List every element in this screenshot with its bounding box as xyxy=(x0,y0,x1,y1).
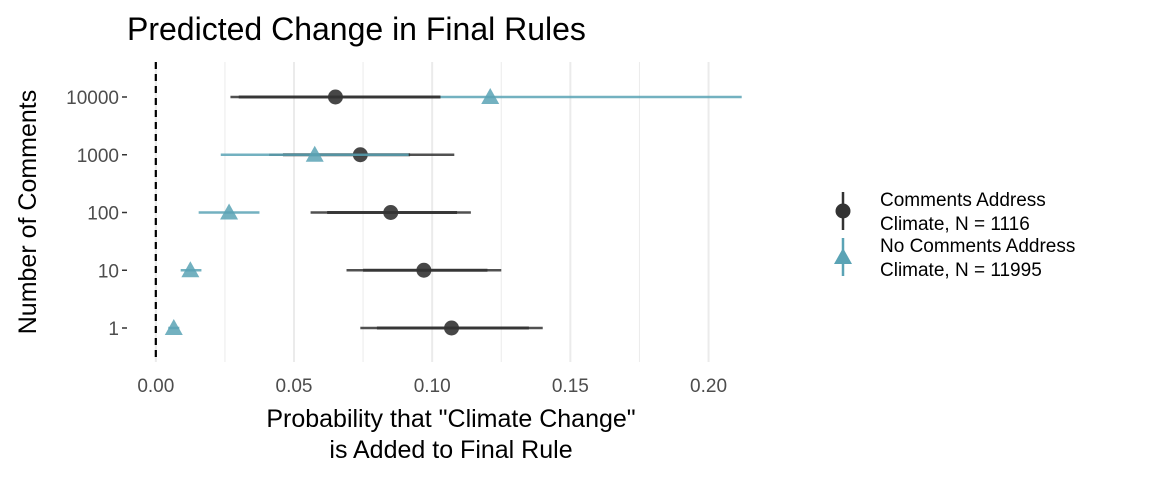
x-tick-label: 0.10 xyxy=(414,376,451,397)
legend-item: Comments Address Climate, N = 1116 xyxy=(835,190,1046,235)
legend-label: Climate, N = 1116 xyxy=(880,214,1030,235)
x-tick-labels: 0.00 0.05 0.10 0.15 0.20 xyxy=(137,376,727,397)
estimate-point xyxy=(220,203,239,220)
estimate-point xyxy=(327,89,343,105)
legend-label: Climate, N = 11995 xyxy=(880,260,1042,281)
x-axis-title-line-2: is Added to Final Rule xyxy=(329,436,572,464)
y-tick-label: 100 xyxy=(87,204,119,225)
y-axis-title: Number of Comments xyxy=(14,90,42,335)
y-tick-label: 10000 xyxy=(66,88,119,109)
x-tick-label: 0.05 xyxy=(276,376,313,397)
series-comments-address xyxy=(230,89,543,336)
estimate-point xyxy=(444,320,460,336)
series-marks xyxy=(164,88,742,336)
legend-label: Comments Address xyxy=(880,190,1046,211)
y-tick-label: 10 xyxy=(98,261,119,282)
estimate-point xyxy=(164,319,183,335)
chart-title: Predicted Change in Final Rules xyxy=(127,11,586,47)
legend-item: No Comments Address Climate, N = 11995 xyxy=(834,236,1075,281)
y-tick-label: 1000 xyxy=(77,146,119,167)
estimate-point xyxy=(481,88,500,104)
series-no-comments-address xyxy=(164,88,742,335)
x-tick-label: 0.00 xyxy=(137,376,174,397)
estimate-point xyxy=(383,205,399,220)
x-tick-label: 0.15 xyxy=(552,376,589,397)
x-tick-label: 0.20 xyxy=(690,376,727,397)
y-tick-labels: 1 10 100 1000 10000 xyxy=(66,88,127,340)
legend-label: No Comments Address xyxy=(880,236,1075,257)
x-axis-title-line-1: Probability that "Climate Change" xyxy=(266,405,635,433)
y-tick-label: 1 xyxy=(108,319,119,340)
legend-key-circle xyxy=(835,203,851,219)
estimate-point xyxy=(181,261,200,278)
estimate-point xyxy=(305,145,324,162)
estimate-point xyxy=(416,262,432,278)
legend-key-triangle xyxy=(834,248,852,264)
